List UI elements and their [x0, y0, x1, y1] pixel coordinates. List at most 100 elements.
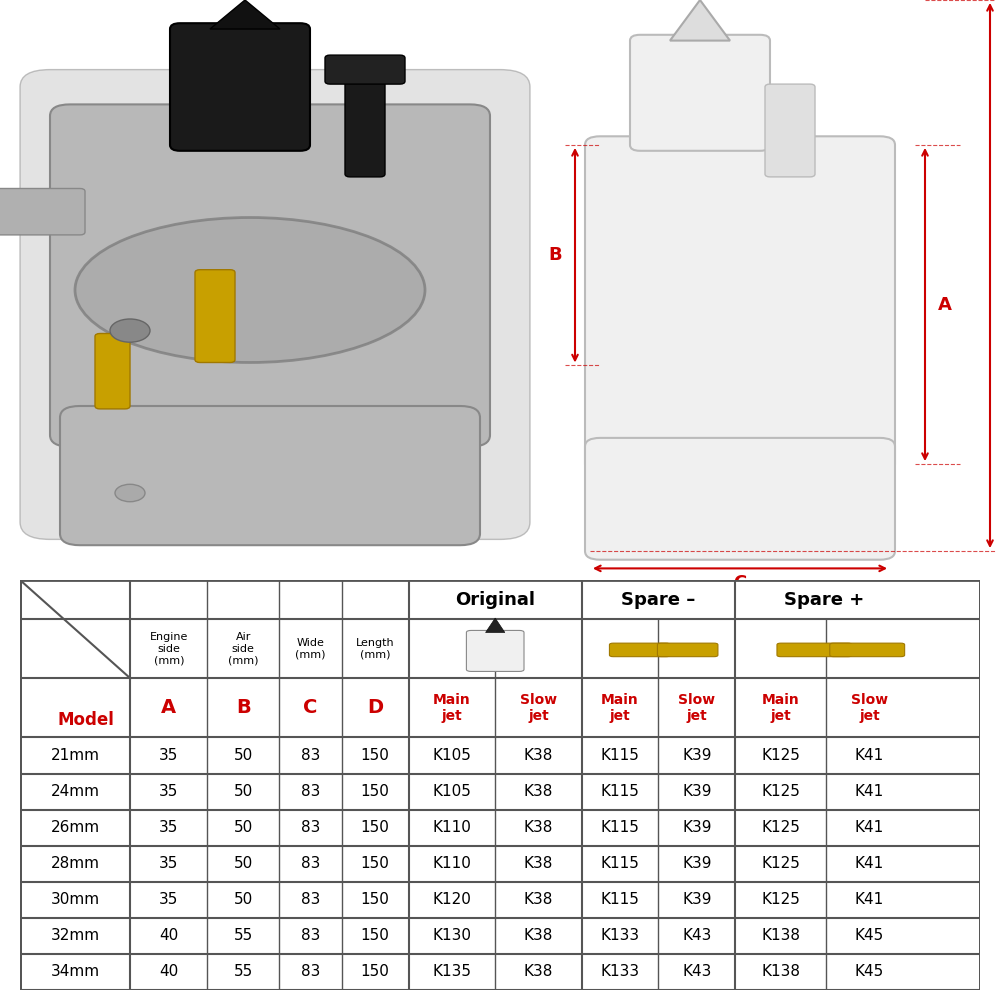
Text: K39: K39	[682, 748, 712, 763]
Text: K38: K38	[524, 784, 553, 799]
Text: K45: K45	[855, 964, 884, 979]
FancyBboxPatch shape	[657, 643, 718, 657]
FancyBboxPatch shape	[20, 70, 530, 539]
FancyBboxPatch shape	[50, 104, 490, 447]
Text: 150: 150	[361, 892, 390, 907]
Text: K38: K38	[524, 964, 553, 979]
Text: K39: K39	[682, 892, 712, 907]
Text: 150: 150	[361, 748, 390, 763]
Circle shape	[110, 319, 150, 342]
Text: K105: K105	[433, 784, 471, 799]
Text: K38: K38	[524, 928, 553, 943]
Text: Spare +: Spare +	[784, 591, 864, 609]
Text: 50: 50	[234, 820, 253, 835]
Text: K135: K135	[432, 964, 472, 979]
FancyBboxPatch shape	[630, 35, 770, 151]
FancyBboxPatch shape	[345, 67, 385, 177]
Text: C: C	[733, 574, 747, 592]
Text: K133: K133	[600, 964, 640, 979]
Text: K43: K43	[682, 964, 711, 979]
Text: 150: 150	[361, 820, 390, 835]
FancyBboxPatch shape	[585, 438, 895, 560]
Circle shape	[115, 484, 145, 502]
Text: Air
side
(mm): Air side (mm)	[228, 632, 258, 665]
Text: 83: 83	[301, 964, 320, 979]
Polygon shape	[670, 0, 730, 41]
Text: Model: Model	[58, 711, 115, 729]
Text: K105: K105	[433, 748, 471, 763]
Text: Slow
jet: Slow jet	[678, 693, 715, 723]
Text: K115: K115	[601, 784, 639, 799]
FancyBboxPatch shape	[325, 55, 405, 84]
Text: Length
(mm): Length (mm)	[356, 638, 395, 660]
Text: K115: K115	[601, 856, 639, 871]
Text: 83: 83	[301, 856, 320, 871]
Text: C: C	[303, 698, 318, 717]
FancyBboxPatch shape	[777, 643, 852, 657]
Text: 50: 50	[234, 856, 253, 871]
FancyBboxPatch shape	[195, 270, 235, 362]
FancyBboxPatch shape	[95, 334, 130, 409]
Text: 83: 83	[301, 820, 320, 835]
FancyBboxPatch shape	[0, 188, 85, 235]
Text: K38: K38	[524, 748, 553, 763]
Text: 35: 35	[159, 820, 178, 835]
Text: Main
jet: Main jet	[601, 693, 639, 723]
Text: 35: 35	[159, 748, 178, 763]
FancyBboxPatch shape	[466, 630, 524, 671]
FancyBboxPatch shape	[170, 23, 310, 151]
Text: D: D	[367, 698, 383, 717]
Text: 55: 55	[234, 964, 253, 979]
Text: K38: K38	[524, 820, 553, 835]
Text: K41: K41	[855, 820, 884, 835]
Text: 83: 83	[301, 784, 320, 799]
Text: K39: K39	[682, 820, 712, 835]
Text: B: B	[236, 698, 251, 717]
Text: Wide
(mm): Wide (mm)	[295, 638, 326, 660]
Text: 26mm: 26mm	[51, 820, 100, 835]
Text: Main
jet: Main jet	[762, 693, 800, 723]
Text: 32mm: 32mm	[51, 928, 100, 943]
Text: Main
jet: Main jet	[433, 693, 471, 723]
Text: 40: 40	[159, 928, 178, 943]
Text: K38: K38	[524, 892, 553, 907]
Text: Spare –: Spare –	[621, 591, 696, 609]
Text: K125: K125	[761, 856, 800, 871]
Text: Engine
side
(mm): Engine side (mm)	[150, 632, 188, 665]
Text: 50: 50	[234, 784, 253, 799]
Text: K125: K125	[761, 748, 800, 763]
Text: Slow
jet: Slow jet	[520, 693, 557, 723]
Text: 55: 55	[234, 928, 253, 943]
Polygon shape	[210, 0, 280, 29]
Text: K125: K125	[761, 820, 800, 835]
Text: K43: K43	[682, 928, 711, 943]
Text: 150: 150	[361, 964, 390, 979]
FancyBboxPatch shape	[60, 406, 480, 545]
Text: K120: K120	[433, 892, 471, 907]
FancyBboxPatch shape	[609, 643, 670, 657]
Text: 83: 83	[301, 748, 320, 763]
Text: K41: K41	[855, 856, 884, 871]
Text: 28mm: 28mm	[51, 856, 100, 871]
Ellipse shape	[75, 218, 425, 362]
Text: K125: K125	[761, 784, 800, 799]
Text: 21mm: 21mm	[51, 748, 100, 763]
FancyBboxPatch shape	[585, 136, 895, 473]
FancyBboxPatch shape	[765, 84, 815, 177]
Text: A: A	[938, 296, 952, 314]
Text: K115: K115	[601, 820, 639, 835]
FancyBboxPatch shape	[830, 643, 905, 657]
Text: Original: Original	[455, 591, 535, 609]
Text: K41: K41	[855, 784, 884, 799]
Text: K41: K41	[855, 748, 884, 763]
Text: K110: K110	[433, 820, 471, 835]
Text: Slow
jet: Slow jet	[851, 693, 888, 723]
Text: 83: 83	[301, 928, 320, 943]
Text: K41: K41	[855, 892, 884, 907]
Text: 40: 40	[159, 964, 178, 979]
Text: 50: 50	[234, 892, 253, 907]
Text: 83: 83	[301, 892, 320, 907]
Text: 50: 50	[234, 748, 253, 763]
Text: K138: K138	[761, 964, 800, 979]
Text: 35: 35	[159, 784, 178, 799]
